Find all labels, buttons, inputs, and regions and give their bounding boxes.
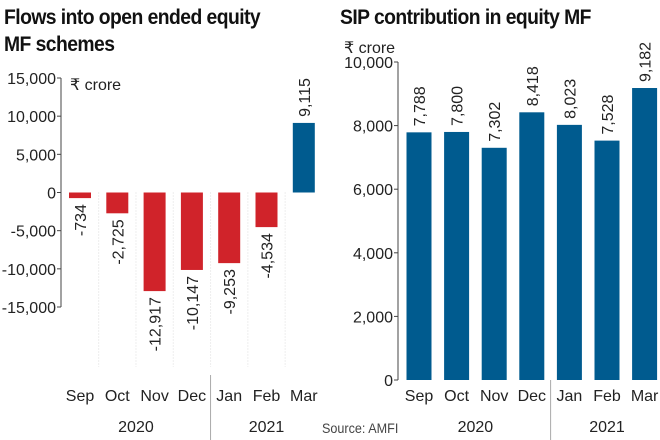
y-tick-label: 10,000 xyxy=(7,109,56,126)
bar-nov xyxy=(481,147,507,380)
right-chart-title: SIP contribution in equity MF xyxy=(340,6,591,29)
year-label-2021: 2021 xyxy=(249,419,285,436)
data-label-mar: 9,182 xyxy=(638,42,655,82)
year-label-2020: 2020 xyxy=(458,419,494,436)
x-tick-label: Nov xyxy=(140,388,168,405)
y-tick-label: 0 xyxy=(384,373,393,390)
bar-dec xyxy=(180,192,203,270)
year-label-2021: 2021 xyxy=(589,419,625,436)
bar-jan xyxy=(556,124,582,381)
x-tick-label: Jan xyxy=(557,388,583,405)
y-tick-label: 10,000 xyxy=(344,55,393,72)
bar-nov xyxy=(143,192,166,292)
bar-mar xyxy=(632,88,658,381)
bar-feb xyxy=(594,140,620,380)
data-label-nov: -12,917 xyxy=(148,297,165,351)
y-tick-label: 15,000 xyxy=(7,71,56,88)
y-tick-label: 6,000 xyxy=(353,182,393,199)
source-note: Source: AMFI xyxy=(322,420,399,436)
x-tick-label: Feb xyxy=(593,388,621,405)
data-label-jan: 8,023 xyxy=(562,79,579,119)
bar-oct xyxy=(106,192,129,214)
data-label-oct: 7,800 xyxy=(450,86,467,126)
left-chart-title: Flows into open ended equity MF schemes xyxy=(4,6,261,56)
x-tick-label: Oct xyxy=(105,388,130,405)
y-tick-label: 8,000 xyxy=(353,119,393,136)
unit-label: ₹ crore xyxy=(70,77,121,94)
x-tick-label: Sep xyxy=(405,388,434,405)
bar-sep xyxy=(69,192,91,199)
y-tick-label: 5,000 xyxy=(16,147,56,164)
x-tick-label: Mar xyxy=(290,388,318,405)
y-tick-label: -10,000 xyxy=(2,262,56,279)
data-label-oct: -2,725 xyxy=(110,219,127,264)
x-tick-label: Dec xyxy=(518,388,546,405)
data-label-feb: 7,528 xyxy=(600,94,617,134)
y-tick-label: 2,000 xyxy=(353,309,393,326)
unit-label: ₹ crore xyxy=(344,40,395,57)
data-label-feb: -4,534 xyxy=(260,233,277,278)
data-label-mar: 9,115 xyxy=(297,78,314,117)
bar-jan xyxy=(218,192,241,264)
x-tick-label: Jan xyxy=(216,388,242,405)
data-label-dec: -10,147 xyxy=(185,276,202,330)
bar-sep xyxy=(406,132,432,380)
x-tick-label: Sep xyxy=(66,388,95,405)
y-tick-label: 4,000 xyxy=(353,246,393,263)
x-tick-label: Nov xyxy=(480,388,508,405)
y-tick-label: 0 xyxy=(47,186,56,203)
y-tick-label: -5,000 xyxy=(11,224,56,241)
data-label-dec: 8,418 xyxy=(525,66,542,106)
x-tick-label: Dec xyxy=(178,388,206,405)
data-label-jan: -9,253 xyxy=(222,269,239,314)
data-label-sep: -734 xyxy=(73,204,90,236)
year-label-2020: 2020 xyxy=(118,419,154,436)
bar-oct xyxy=(444,131,470,380)
bar-dec xyxy=(519,112,545,380)
x-tick-label: Mar xyxy=(631,388,659,405)
bar-mar xyxy=(292,122,315,193)
y-tick-label: -15,000 xyxy=(2,300,56,317)
x-tick-label: Oct xyxy=(444,388,469,405)
x-tick-label: Feb xyxy=(253,388,281,405)
data-label-sep: 7,788 xyxy=(412,86,429,126)
data-label-nov: 7,302 xyxy=(487,102,504,142)
bar-feb xyxy=(255,192,278,228)
